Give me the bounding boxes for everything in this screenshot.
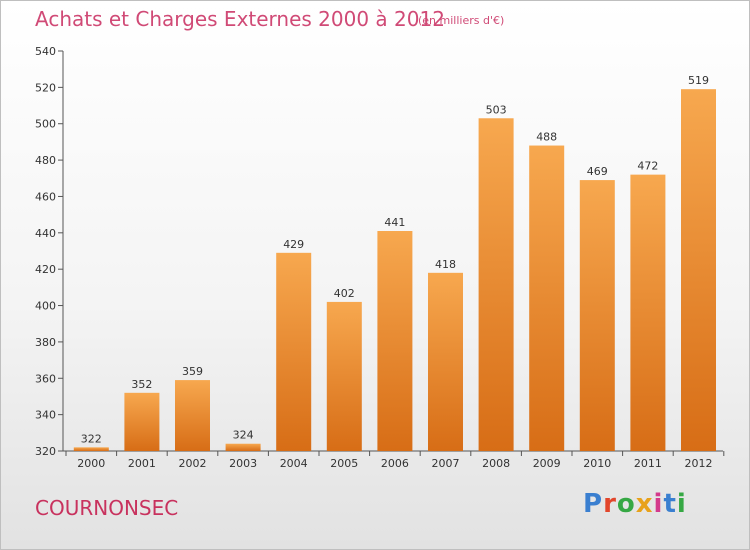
y-tick-label: 460: [35, 190, 56, 203]
data-label: 352: [131, 378, 152, 391]
x-tick-label: 2000: [77, 457, 105, 470]
x-tick-label: 2010: [583, 457, 611, 470]
bar: [579, 180, 615, 451]
proxiti-logo: Proxiti: [583, 489, 687, 519]
y-tick-label: 480: [35, 154, 56, 167]
y-tick-label: 340: [35, 409, 56, 422]
bar: [478, 118, 514, 451]
logo-letter: x: [635, 489, 654, 519]
logo-letter: r: [603, 489, 617, 519]
data-label: 359: [182, 365, 203, 378]
data-label: 441: [384, 216, 405, 229]
bar: [276, 252, 312, 451]
x-tick-label: 2001: [128, 457, 156, 470]
x-tick-label: 2007: [432, 457, 460, 470]
data-label: 402: [334, 287, 355, 300]
data-label: 418: [435, 258, 456, 271]
x-tick-label: 2003: [229, 457, 257, 470]
data-label: 469: [587, 165, 608, 178]
y-tick-label: 420: [35, 263, 56, 276]
bar: [529, 145, 565, 451]
data-label: 519: [688, 74, 709, 87]
y-tick-label: 440: [35, 227, 56, 240]
y-tick-label: 520: [35, 81, 56, 94]
x-tick-label: 2006: [381, 457, 409, 470]
y-tick-label: 540: [35, 45, 56, 58]
x-tick-label: 2002: [179, 457, 207, 470]
logo-letter: t: [663, 489, 677, 519]
data-label: 324: [233, 429, 254, 442]
y-tick-label: 380: [35, 336, 56, 349]
data-label: 472: [637, 160, 658, 173]
data-label: 488: [536, 131, 557, 144]
logo-letter: P: [583, 489, 604, 519]
x-tick-label: 2005: [330, 457, 358, 470]
bar: [225, 443, 261, 451]
chart-title: Achats et Charges Externes 2000 à 2012: [35, 7, 445, 31]
logo-letter: i: [676, 489, 687, 519]
y-tick-label: 500: [35, 118, 56, 131]
x-tick-label: 2012: [685, 457, 713, 470]
bar: [175, 380, 210, 451]
location-label: COURNONSEC: [35, 496, 179, 520]
bar: [428, 272, 463, 451]
y-tick-label: 320: [35, 445, 56, 458]
chart-subtitle: (en milliers d'€): [418, 14, 505, 27]
bar: [377, 231, 413, 451]
y-tick-label: 360: [35, 372, 56, 385]
bar: [124, 392, 160, 451]
x-tick-label: 2011: [634, 457, 662, 470]
logo-letter: i: [653, 489, 664, 519]
data-label: 322: [81, 432, 102, 445]
bar: [630, 174, 666, 452]
y-tick-label: 400: [35, 300, 56, 313]
x-tick-label: 2004: [280, 457, 308, 470]
x-tick-label: 2009: [533, 457, 561, 470]
x-tick-label: 2008: [482, 457, 510, 470]
bar: [326, 301, 362, 451]
data-label: 429: [283, 238, 304, 251]
logo-letter: o: [616, 489, 636, 519]
bar: [73, 447, 109, 451]
data-label: 503: [486, 103, 507, 116]
bar: [681, 89, 716, 451]
